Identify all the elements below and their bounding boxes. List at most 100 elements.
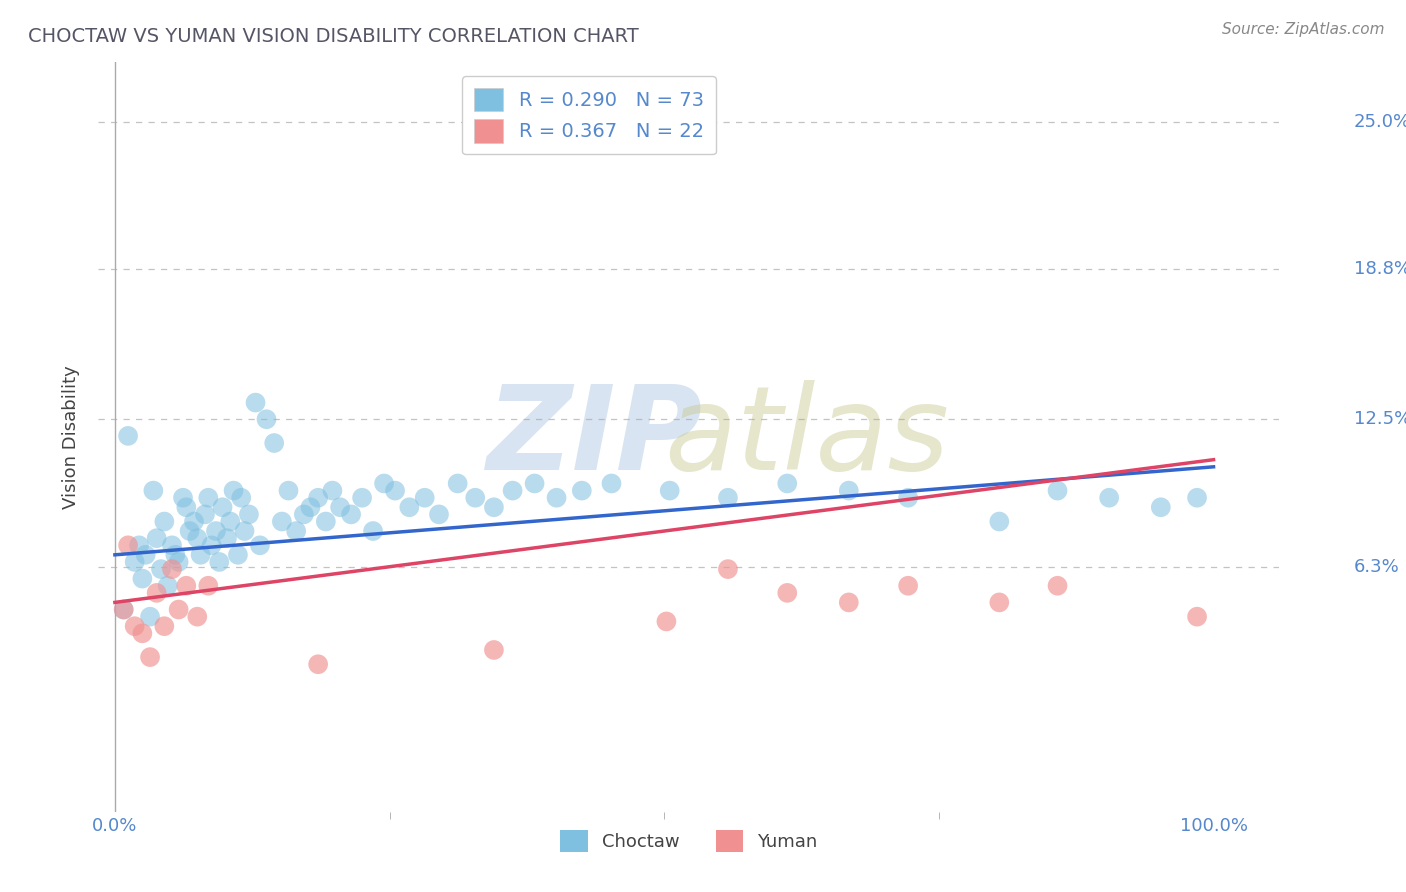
Point bbox=[352, 491, 374, 505]
Point bbox=[838, 595, 860, 609]
Point bbox=[124, 619, 146, 633]
Text: 25.0%: 25.0% bbox=[1354, 113, 1406, 131]
Point bbox=[208, 555, 231, 569]
Text: 6.3%: 6.3% bbox=[1354, 558, 1399, 575]
Point bbox=[219, 515, 242, 529]
Text: 18.8%: 18.8% bbox=[1354, 260, 1406, 278]
Point bbox=[776, 476, 799, 491]
Point bbox=[194, 508, 217, 522]
Point bbox=[398, 500, 420, 515]
Point bbox=[156, 579, 179, 593]
Point bbox=[167, 602, 190, 616]
Point bbox=[292, 508, 315, 522]
Point bbox=[321, 483, 343, 498]
Point bbox=[226, 548, 249, 562]
Point bbox=[231, 491, 253, 505]
Legend: Choctaw, Yuman: Choctaw, Yuman bbox=[553, 822, 825, 859]
Point bbox=[482, 643, 505, 657]
Point bbox=[447, 476, 470, 491]
Point bbox=[142, 483, 165, 498]
Text: CHOCTAW VS YUMAN VISION DISABILITY CORRELATION CHART: CHOCTAW VS YUMAN VISION DISABILITY CORRE… bbox=[28, 27, 638, 45]
Text: ZIP: ZIP bbox=[486, 380, 703, 494]
Point bbox=[197, 579, 219, 593]
Point bbox=[135, 548, 157, 562]
Point bbox=[124, 555, 146, 569]
Point bbox=[179, 524, 201, 538]
Point bbox=[215, 531, 238, 545]
Point bbox=[249, 538, 271, 552]
Point bbox=[897, 579, 920, 593]
Text: Source: ZipAtlas.com: Source: ZipAtlas.com bbox=[1222, 22, 1385, 37]
Point bbox=[205, 524, 228, 538]
Point bbox=[200, 538, 222, 552]
Point bbox=[245, 395, 267, 409]
Point bbox=[117, 538, 139, 552]
Point bbox=[186, 609, 208, 624]
Point bbox=[270, 515, 292, 529]
Point bbox=[1150, 500, 1173, 515]
Point bbox=[658, 483, 681, 498]
Point bbox=[256, 412, 278, 426]
Point bbox=[897, 491, 920, 505]
Point bbox=[176, 500, 198, 515]
Point bbox=[373, 476, 395, 491]
Point bbox=[600, 476, 623, 491]
Point bbox=[523, 476, 546, 491]
Point bbox=[384, 483, 406, 498]
Point bbox=[172, 491, 194, 505]
Text: atlas: atlas bbox=[665, 380, 949, 494]
Point bbox=[139, 650, 162, 665]
Point bbox=[315, 515, 337, 529]
Point bbox=[285, 524, 308, 538]
Point bbox=[1185, 609, 1208, 624]
Point bbox=[776, 586, 799, 600]
Point bbox=[160, 538, 183, 552]
Point bbox=[112, 602, 135, 616]
Point bbox=[197, 491, 219, 505]
Point bbox=[183, 515, 205, 529]
Point bbox=[502, 483, 524, 498]
Point bbox=[482, 500, 505, 515]
Point bbox=[153, 619, 176, 633]
Point bbox=[1098, 491, 1121, 505]
Point bbox=[307, 657, 329, 672]
Point bbox=[307, 491, 329, 505]
Point bbox=[1185, 491, 1208, 505]
Point bbox=[299, 500, 322, 515]
Point bbox=[838, 483, 860, 498]
Point bbox=[361, 524, 384, 538]
Point bbox=[222, 483, 245, 498]
Y-axis label: Vision Disability: Vision Disability bbox=[62, 365, 80, 509]
Point bbox=[186, 531, 208, 545]
Point bbox=[139, 609, 162, 624]
Point bbox=[131, 626, 153, 640]
Point bbox=[988, 515, 1011, 529]
Point bbox=[153, 515, 176, 529]
Point bbox=[160, 562, 183, 576]
Point bbox=[329, 500, 352, 515]
Point bbox=[464, 491, 486, 505]
Point bbox=[717, 491, 740, 505]
Point bbox=[717, 562, 740, 576]
Point bbox=[655, 615, 678, 629]
Point bbox=[1046, 483, 1069, 498]
Point bbox=[167, 555, 190, 569]
Point bbox=[128, 538, 150, 552]
Point bbox=[131, 572, 153, 586]
Point bbox=[238, 508, 260, 522]
Point bbox=[117, 429, 139, 443]
Text: 12.5%: 12.5% bbox=[1354, 410, 1406, 428]
Point bbox=[988, 595, 1011, 609]
Point bbox=[546, 491, 568, 505]
Point bbox=[145, 531, 167, 545]
Point bbox=[145, 586, 167, 600]
Point bbox=[211, 500, 233, 515]
Point bbox=[427, 508, 450, 522]
Point bbox=[277, 483, 299, 498]
Point bbox=[176, 579, 198, 593]
Point bbox=[233, 524, 256, 538]
Point bbox=[571, 483, 593, 498]
Point bbox=[150, 562, 173, 576]
Point bbox=[413, 491, 436, 505]
Point bbox=[190, 548, 212, 562]
